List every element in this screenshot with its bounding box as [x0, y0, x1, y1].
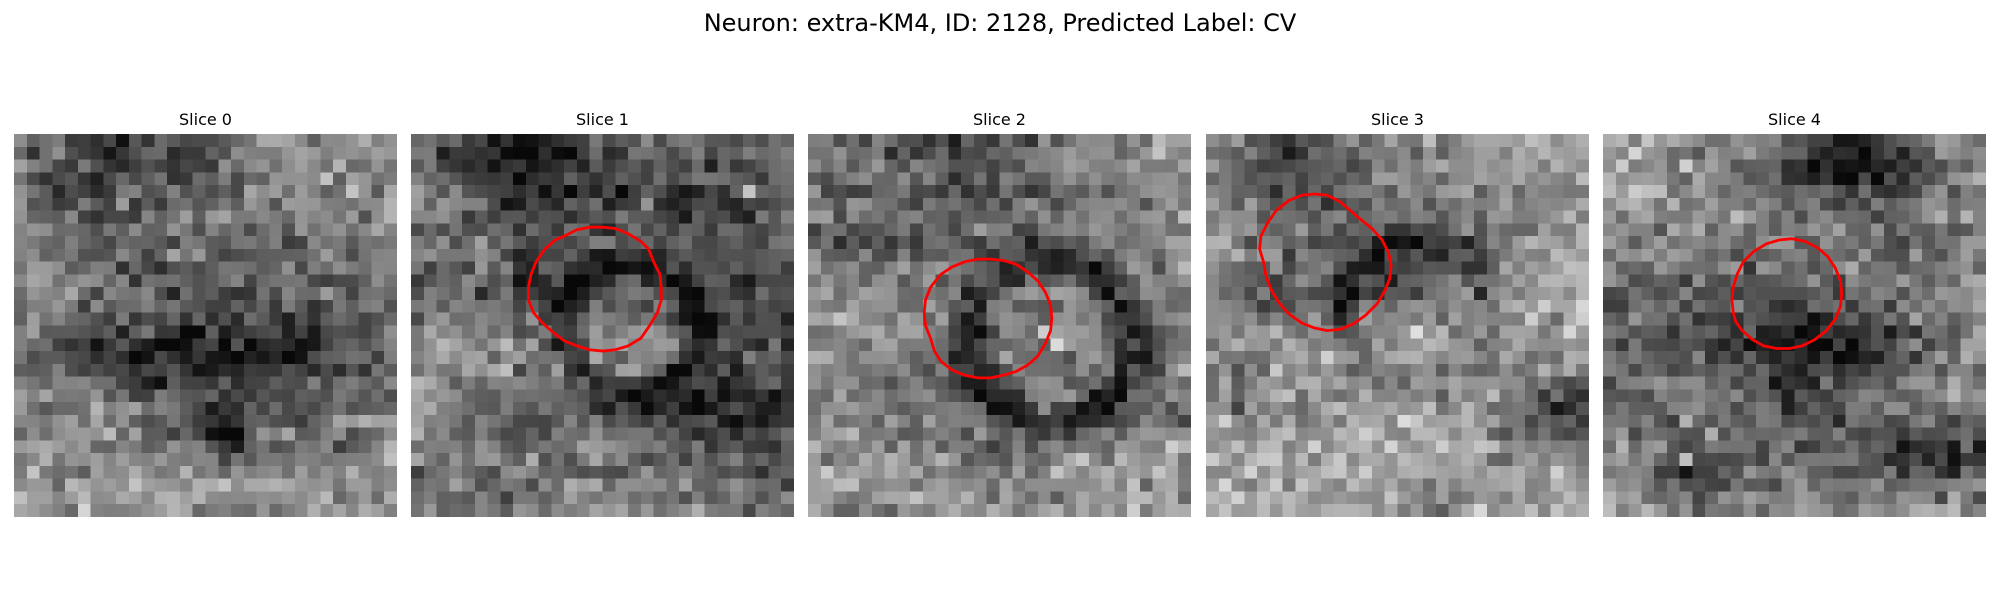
pixel-grid — [1603, 134, 1986, 517]
slice-image-2 — [808, 134, 1191, 517]
slice-panel-4: Slice 4 — [1603, 110, 1986, 520]
slice-panel-3: Slice 3 — [1206, 110, 1589, 520]
pixel-grid — [14, 134, 397, 517]
pixel-grid — [1206, 134, 1589, 517]
slice-title-3: Slice 3 — [1206, 110, 1589, 130]
slice-panel-2: Slice 2 — [808, 110, 1191, 520]
slice-title-0: Slice 0 — [14, 110, 397, 130]
slice-title-4: Slice 4 — [1603, 110, 1986, 130]
pixel-grid — [411, 134, 794, 517]
pixel-grid — [808, 134, 1191, 517]
slice-panel-1: Slice 1 — [411, 110, 794, 520]
slice-image-0 — [14, 134, 397, 517]
slice-title-1: Slice 1 — [411, 110, 794, 130]
slice-title-2: Slice 2 — [808, 110, 1191, 130]
slice-image-4 — [1603, 134, 1986, 517]
slice-image-3 — [1206, 134, 1589, 517]
slice-panel-0: Slice 0 — [14, 110, 397, 520]
slice-image-1 — [411, 134, 794, 517]
